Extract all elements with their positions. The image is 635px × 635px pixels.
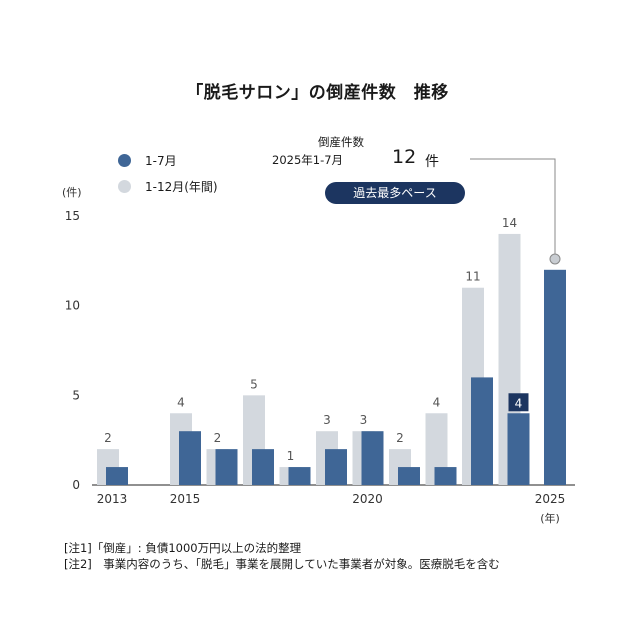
x-tick-label-2015: 2015: [170, 492, 201, 506]
data-label-annual-2023: 11: [465, 270, 480, 284]
bar-annual-2022: [425, 413, 448, 485]
annotation-connector-dot: [549, 253, 561, 265]
bar-jan-jul-2022: [434, 467, 457, 485]
bar-jan-jul-2019: [325, 449, 347, 485]
bar-jan-jul-2025: [544, 269, 566, 485]
x-tick-label-2013: 2013: [97, 492, 128, 506]
legend-label-1-12: 1-12月(年間): [145, 180, 218, 194]
data-label-jan-jul-2024: 4: [515, 396, 523, 410]
x-tick-label-2025: 2025: [535, 492, 566, 506]
data-label-annual-2018: 1: [287, 449, 295, 463]
footnote-1: [注1]「倒産」: 負債1000万円以上の法的整理: [64, 541, 302, 555]
data-label-box-jan-jul-2024: [508, 393, 529, 412]
data-label-annual-2015: 4: [177, 395, 185, 409]
data-label-annual-2013: 2: [104, 431, 112, 445]
data-label-annual-2016: 2: [214, 431, 222, 445]
bar-jan-jul-2013: [106, 467, 128, 485]
data-label-annual-2020: 3: [360, 413, 368, 427]
annotation-heading: 倒産件数: [318, 135, 364, 149]
record-pace-badge: 過去最多ペース: [325, 182, 465, 204]
footnotes: [注1]「倒産」: 負債1000万円以上の法的整理 [注2] 事業内容のうち、「…: [64, 540, 500, 572]
x-tick-label-2020: 2020: [352, 492, 383, 506]
legend-swatch-1-7: [118, 154, 131, 167]
y-tick-label-5: 5: [72, 388, 80, 402]
y-axis-unit-label: (件): [62, 186, 82, 199]
annotation-unit: 件: [425, 154, 439, 170]
data-label-annual-2017: 5: [250, 377, 258, 391]
data-label-annual-2024: 14: [502, 216, 517, 230]
bar-jan-jul-2016: [215, 449, 238, 485]
chart-title: 「脱毛サロン」の倒産件数 推移: [186, 83, 449, 103]
legend-label-1-7: 1-7月: [145, 154, 177, 168]
data-label-annual-2022: 4: [433, 395, 441, 409]
data-label-annual-2021: 2: [396, 431, 404, 445]
y-tick-label-10: 10: [65, 299, 80, 313]
bar-jan-jul-2020: [361, 431, 384, 485]
annotation-connector: [470, 158, 556, 255]
bar-jan-jul-2017: [252, 449, 274, 485]
footnote-2: [注2] 事業内容のうち、「脱毛」事業を展開していた事業者が対象。医療脱毛を含む: [64, 557, 500, 571]
data-label-annual-2019: 3: [323, 413, 331, 427]
bar-jan-jul-2018: [288, 467, 311, 485]
y-tick-label-0: 0: [72, 478, 80, 492]
bar-jan-jul-2024: [507, 413, 530, 485]
bar-jan-jul-2021: [398, 467, 420, 485]
annotation-count: 12: [392, 146, 417, 168]
y-tick-label-15: 15: [65, 209, 80, 223]
legend-item-1-12: 1-12月(年間): [118, 178, 218, 195]
x-axis-unit-label: (年): [540, 511, 560, 525]
bar-jan-jul-2015: [179, 431, 201, 485]
bar-jan-jul-2023: [471, 377, 493, 485]
legend-item-1-7: 1-7月: [118, 152, 177, 169]
legend-swatch-1-12: [118, 180, 131, 193]
annotation-period: 2025年1-7月: [272, 153, 344, 167]
